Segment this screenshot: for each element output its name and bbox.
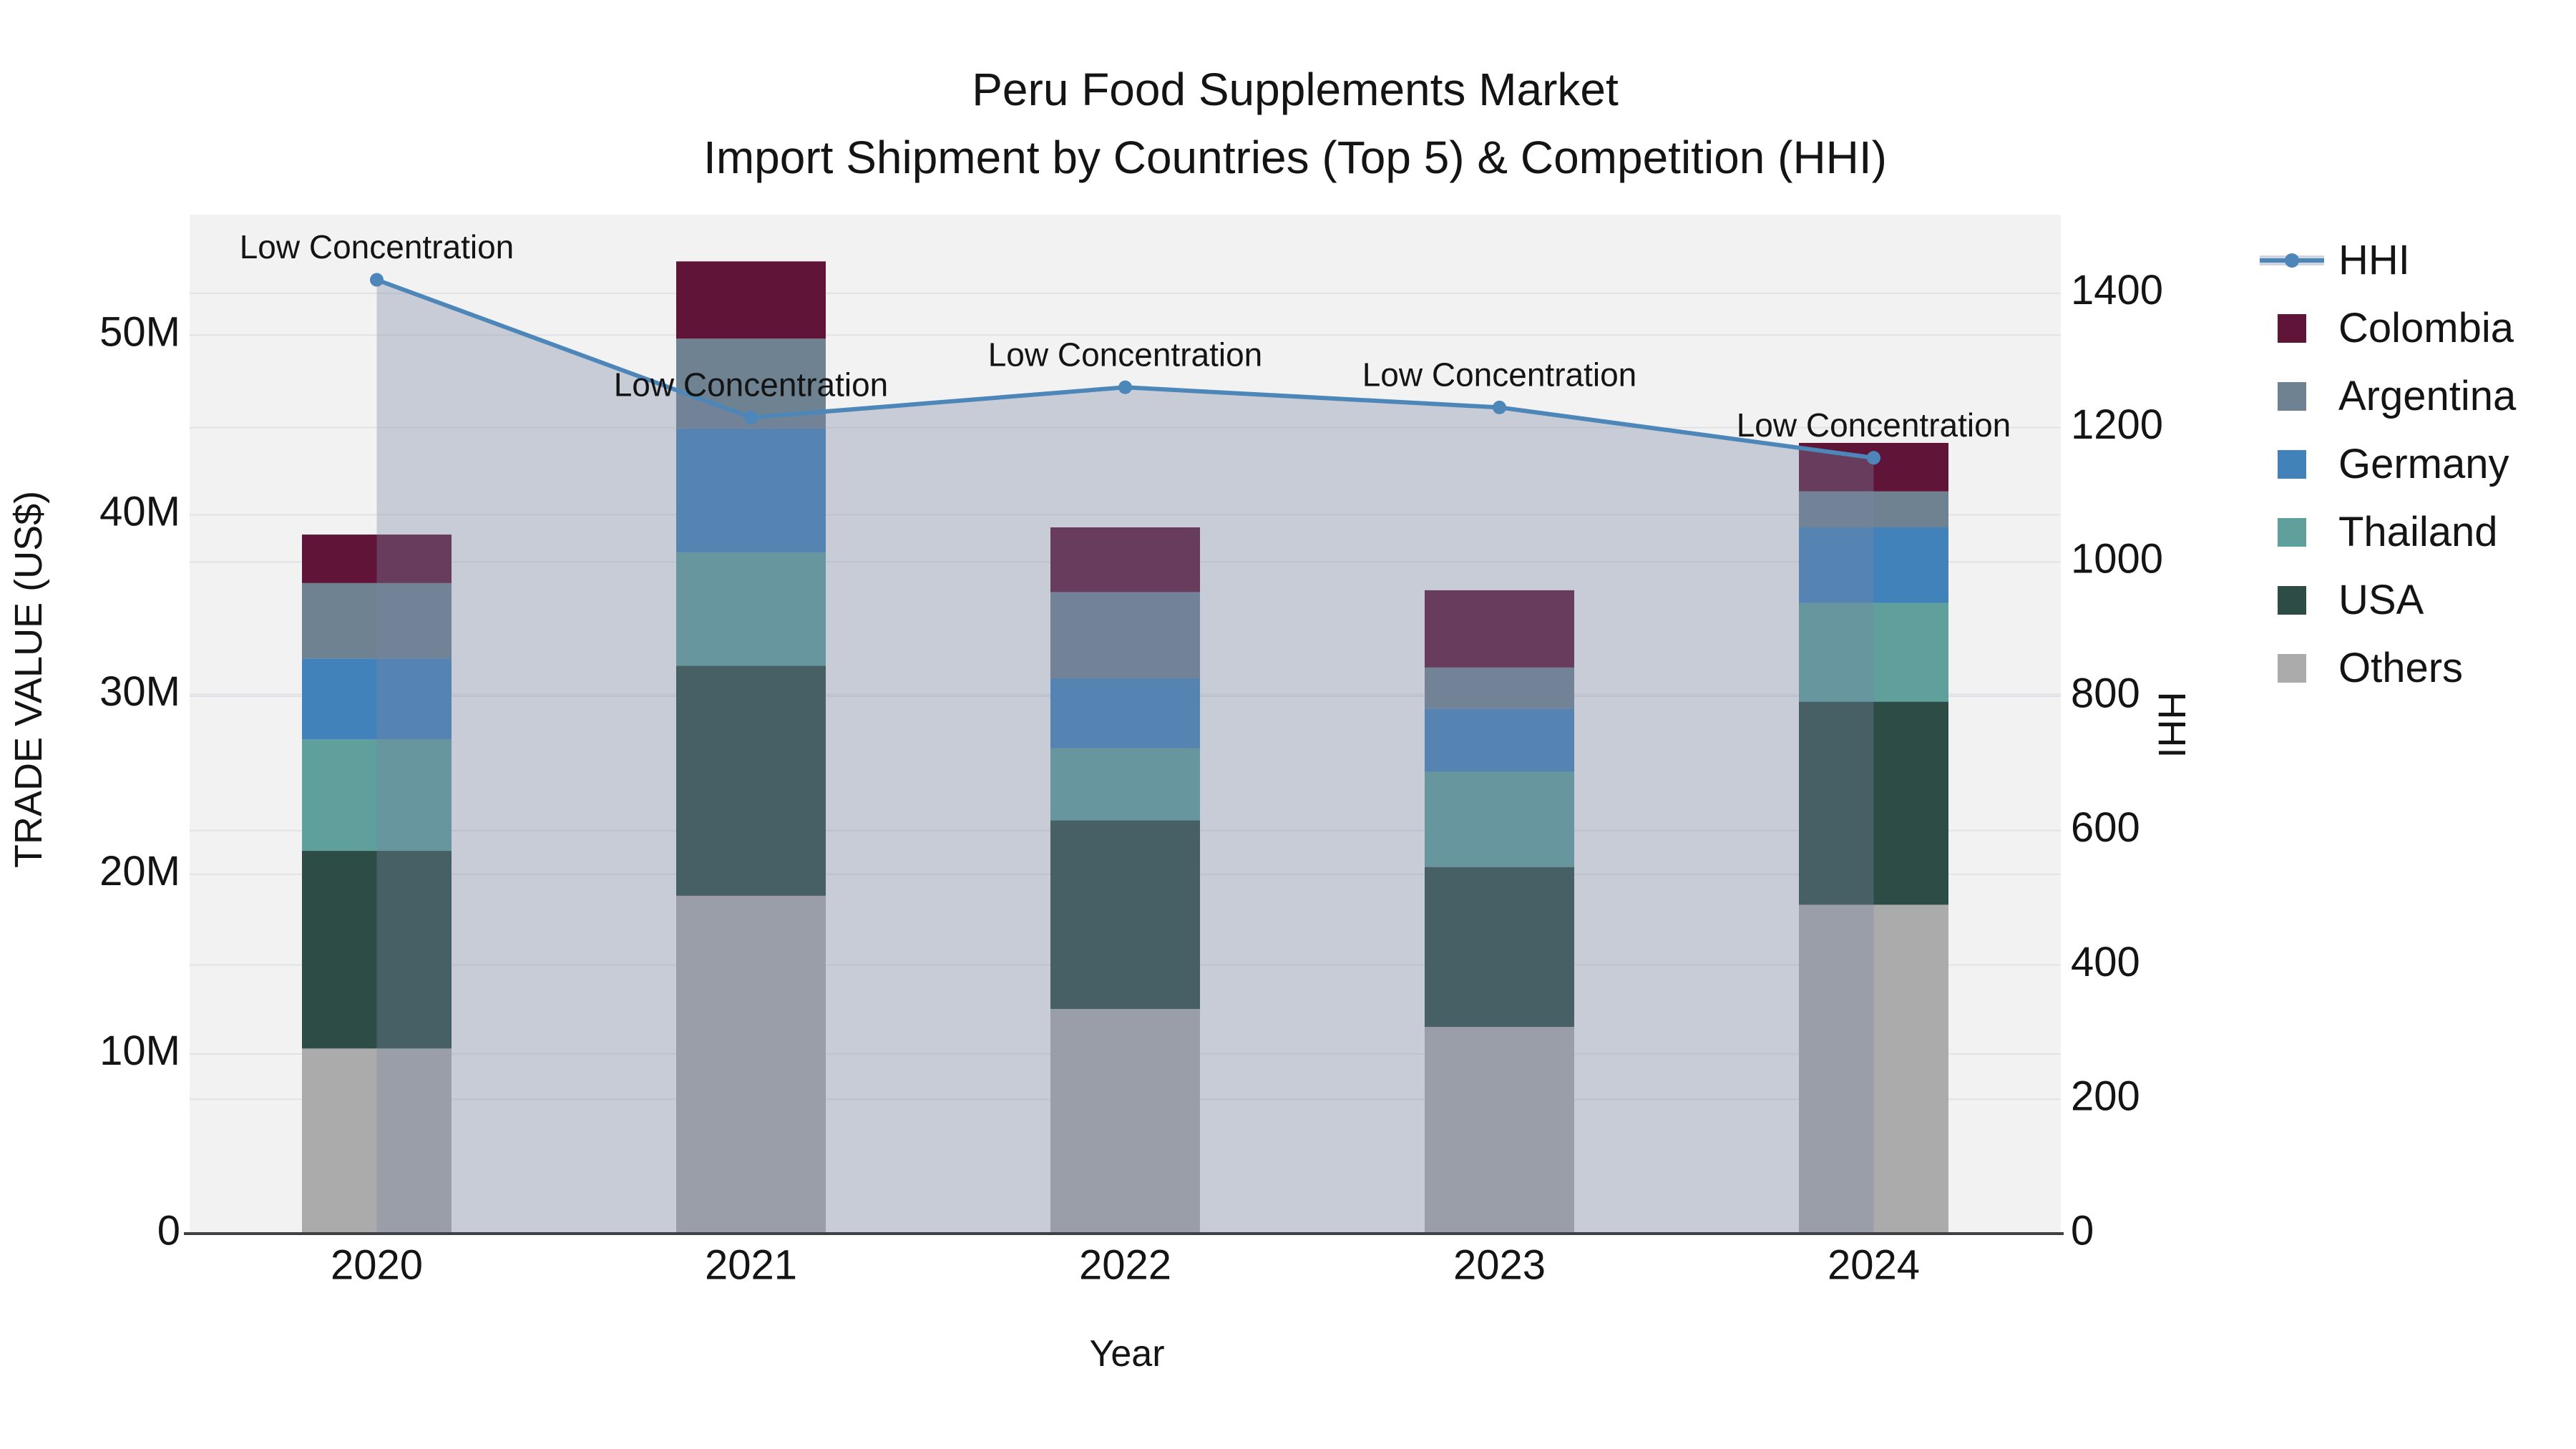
x-axis-title: Year bbox=[1089, 1333, 1165, 1375]
hhi-marker-2020 bbox=[370, 273, 384, 287]
legend-item-hhi[interactable]: HHI bbox=[2260, 226, 2516, 294]
bar-segment-thailand-2023 bbox=[1425, 771, 1574, 867]
legend-label: Colombia bbox=[2338, 305, 2514, 351]
bar-segment-thailand-2021 bbox=[676, 552, 826, 666]
bar-segment-colombia-2021 bbox=[676, 261, 826, 339]
bar-segment-argentina-2023 bbox=[1425, 667, 1574, 709]
y-left-tick-label-50M: 50M bbox=[99, 309, 180, 356]
y-right-tick-label-0: 0 bbox=[2071, 1207, 2094, 1254]
bar-segment-germany-2024 bbox=[1799, 527, 1948, 603]
hhi-marker-swatch bbox=[2285, 253, 2299, 268]
bar-segment-germany-2020 bbox=[302, 658, 452, 740]
y-left-tick-label-10M: 10M bbox=[99, 1028, 180, 1074]
bar-segment-others-2020 bbox=[302, 1048, 452, 1234]
swatch-icon bbox=[2260, 430, 2324, 498]
y-right-tick-label-200: 200 bbox=[2071, 1073, 2140, 1120]
bar-segment-others-2021 bbox=[676, 895, 826, 1234]
legend-color-swatch bbox=[2278, 449, 2306, 479]
y-right-tick-label-1400: 1400 bbox=[2071, 267, 2163, 313]
legend-item-germany[interactable]: Germany bbox=[2260, 430, 2516, 498]
legend-color-swatch bbox=[2278, 381, 2306, 411]
legend-color-swatch bbox=[2278, 517, 2306, 547]
x-tick-label-2021: 2021 bbox=[705, 1241, 797, 1288]
legend: HHI Colombia Argentina Germany Thailand USA Ot… bbox=[2260, 226, 2516, 702]
annotation-low-concentration-2023: Low Concentration bbox=[1362, 356, 1637, 394]
bar-segment-others-2022 bbox=[1050, 1009, 1200, 1234]
legend-item-thailand[interactable]: Thailand bbox=[2260, 498, 2516, 566]
hhi-marker-2024 bbox=[1867, 451, 1880, 465]
bar-segment-argentina-2024 bbox=[1799, 491, 1948, 527]
y-right-tick-label-800: 800 bbox=[2071, 670, 2140, 716]
y-axis-title-right: HHI bbox=[2150, 691, 2193, 758]
annotation-low-concentration-2021: Low Concentration bbox=[614, 366, 889, 404]
bar-segment-usa-2024 bbox=[1799, 701, 1948, 905]
legend-item-others[interactable]: Others bbox=[2260, 634, 2516, 702]
bar-segment-argentina-2022 bbox=[1050, 592, 1200, 678]
hhi-marker-2022 bbox=[1118, 380, 1132, 394]
bar-segment-germany-2023 bbox=[1425, 708, 1574, 772]
hhi-line-icon bbox=[2260, 226, 2324, 294]
y-axis-title-left: TRADE VALUE (US$) bbox=[7, 490, 50, 868]
legend-label: HHI bbox=[2338, 237, 2410, 283]
y-left-tick-label-0: 0 bbox=[157, 1207, 180, 1254]
bar-segment-thailand-2020 bbox=[302, 739, 452, 852]
y-right-tick-label-1200: 1200 bbox=[2071, 401, 2163, 448]
y-right-tick-label-400: 400 bbox=[2071, 939, 2140, 985]
y-right-tick-label-1000: 1000 bbox=[2071, 536, 2163, 582]
bar-segment-usa-2022 bbox=[1050, 820, 1200, 1010]
legend-label: Thailand bbox=[2338, 509, 2498, 555]
legend-item-argentina[interactable]: Argentina bbox=[2260, 362, 2516, 430]
x-tick-label-2024: 2024 bbox=[1828, 1241, 1920, 1288]
x-tick-label-2022: 2022 bbox=[1079, 1241, 1171, 1288]
swatch-icon bbox=[2260, 294, 2324, 362]
bar-segment-thailand-2024 bbox=[1799, 602, 1948, 702]
y-left-tick-label-30M: 30M bbox=[99, 668, 180, 715]
bar-segment-others-2024 bbox=[1799, 904, 1948, 1234]
legend-item-colombia[interactable]: Colombia bbox=[2260, 294, 2516, 362]
hhi-marker-2021 bbox=[744, 410, 758, 424]
annotation-low-concentration-2022: Low Concentration bbox=[988, 336, 1263, 373]
legend-label: Others bbox=[2338, 645, 2464, 691]
bar-segment-thailand-2022 bbox=[1050, 748, 1200, 821]
chart-title: Peru Food Supplements Market Import Ship… bbox=[293, 56, 2297, 192]
y-left-tick-label-40M: 40M bbox=[99, 489, 180, 535]
swatch-icon bbox=[2260, 498, 2324, 566]
legend-item-usa[interactable]: USA bbox=[2260, 566, 2516, 634]
swatch-icon bbox=[2260, 634, 2324, 702]
annotation-low-concentration-2024: Low Concentration bbox=[1737, 406, 2011, 444]
bar-segment-usa-2023 bbox=[1425, 867, 1574, 1028]
bar-segment-others-2023 bbox=[1425, 1027, 1574, 1234]
y-right-tick-label-600: 600 bbox=[2071, 804, 2140, 851]
bar-segment-usa-2021 bbox=[676, 665, 826, 896]
chart-title-line1: Peru Food Supplements Market bbox=[972, 64, 1619, 115]
bar-segment-germany-2022 bbox=[1050, 678, 1200, 748]
legend-color-swatch bbox=[2278, 585, 2306, 615]
x-tick-label-2023: 2023 bbox=[1453, 1241, 1546, 1288]
annotation-low-concentration-2020: Low Concentration bbox=[240, 228, 514, 265]
bar-segment-colombia-2020 bbox=[302, 535, 452, 583]
bar-segment-argentina-2020 bbox=[302, 582, 452, 659]
x-tick-label-2020: 2020 bbox=[331, 1241, 423, 1288]
legend-color-swatch bbox=[2278, 313, 2306, 343]
bar-segment-usa-2020 bbox=[302, 851, 452, 1049]
y-left-tick-label-20M: 20M bbox=[99, 848, 180, 894]
legend-label: USA bbox=[2338, 577, 2424, 623]
hhi-marker-2023 bbox=[1493, 400, 1506, 414]
legend-color-swatch bbox=[2278, 653, 2306, 683]
chart-title-line2: Import Shipment by Countries (Top 5) & C… bbox=[703, 132, 1887, 183]
legend-label: Argentina bbox=[2338, 373, 2517, 419]
bar-segment-colombia-2022 bbox=[1050, 527, 1200, 592]
bar-segment-colombia-2023 bbox=[1425, 590, 1574, 668]
swatch-icon bbox=[2260, 362, 2324, 430]
bar-segment-germany-2021 bbox=[676, 428, 826, 553]
hhi-area-fill bbox=[376, 280, 1874, 1234]
swatch-icon bbox=[2260, 566, 2324, 634]
legend-label: Germany bbox=[2338, 441, 2509, 487]
